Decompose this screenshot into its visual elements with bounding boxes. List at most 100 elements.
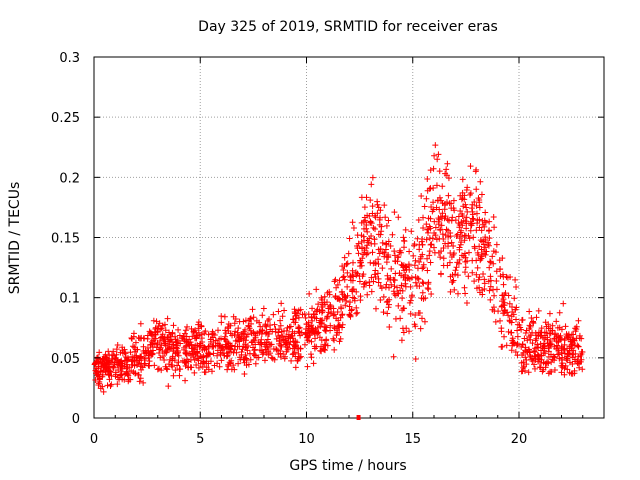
data-point [137, 375, 144, 382]
data-point [236, 318, 243, 325]
data-point [445, 192, 452, 199]
data-point [455, 213, 462, 220]
data-point [111, 352, 118, 359]
data-point [413, 282, 420, 289]
data-point [412, 312, 419, 319]
data-point [496, 266, 503, 273]
data-point [165, 383, 172, 390]
data-point [421, 318, 428, 325]
data-point [182, 327, 189, 334]
data-point [114, 374, 121, 381]
data-point [361, 237, 368, 244]
data-point [154, 366, 161, 373]
data-point [386, 323, 393, 330]
data-point [279, 333, 286, 340]
data-point [454, 272, 461, 279]
data-point [571, 337, 578, 344]
data-point [522, 354, 529, 361]
data-point [331, 278, 338, 285]
data-point [353, 304, 360, 311]
data-point [110, 348, 117, 355]
data-point [289, 332, 296, 339]
data-point [194, 332, 201, 339]
data-point [350, 273, 357, 280]
data-point [471, 199, 478, 206]
data-point [503, 342, 510, 349]
data-point [535, 307, 542, 314]
data-point [330, 305, 337, 312]
data-point [474, 264, 481, 271]
data-point [234, 329, 241, 336]
data-point [352, 269, 359, 276]
data-point [173, 344, 180, 351]
data-point [420, 264, 427, 271]
data-point [380, 293, 387, 300]
data-point [411, 242, 418, 249]
data-point [420, 225, 427, 232]
data-point [246, 325, 253, 332]
data-point [481, 276, 488, 283]
data-point [92, 376, 99, 383]
data-point [407, 310, 414, 317]
data-point [546, 310, 553, 317]
data-point [100, 388, 107, 395]
data-point [364, 250, 371, 257]
data-point [561, 341, 568, 348]
data-point [331, 311, 338, 318]
data-point [401, 267, 408, 274]
data-point [559, 354, 566, 361]
data-point [368, 288, 375, 295]
data-point [363, 251, 370, 258]
data-point [138, 353, 145, 360]
data-point [354, 309, 361, 316]
data-point [148, 331, 155, 338]
data-point [389, 231, 396, 238]
data-point [440, 262, 447, 269]
data-point [433, 182, 440, 189]
data-point [221, 352, 228, 359]
data-point [526, 322, 533, 329]
data-point [215, 327, 222, 334]
data-point [493, 241, 500, 248]
data-point [547, 341, 554, 348]
data-point [367, 197, 374, 204]
data-point [463, 214, 470, 221]
data-point [348, 306, 355, 313]
data-point [189, 345, 196, 352]
data-point [355, 250, 362, 257]
data-point [247, 315, 254, 322]
data-point [218, 357, 225, 364]
data-point [392, 315, 399, 322]
data-point [377, 214, 384, 221]
data-point [357, 293, 364, 300]
data-point [321, 324, 328, 331]
data-point [181, 358, 188, 365]
data-point [426, 223, 433, 230]
data-point [341, 276, 348, 283]
data-point [327, 327, 334, 334]
data-point [415, 276, 422, 283]
data-point [365, 239, 372, 246]
data-point [132, 339, 139, 346]
data-point [464, 184, 471, 191]
data-point [526, 333, 533, 340]
data-point [162, 327, 169, 334]
data-point [526, 352, 533, 359]
data-point [97, 369, 104, 376]
data-point [148, 338, 155, 345]
data-point [295, 324, 302, 331]
data-point [500, 281, 507, 288]
data-point [564, 366, 571, 373]
data-point [512, 349, 519, 356]
data-point [304, 363, 311, 370]
data-point [196, 343, 203, 350]
data-point [434, 156, 441, 163]
data-point [463, 300, 470, 307]
data-point [527, 323, 534, 330]
data-point [487, 273, 494, 280]
x-tick-label: 20 [511, 432, 528, 447]
data-point [427, 167, 434, 174]
data-point [321, 301, 328, 308]
data-point [151, 340, 158, 347]
data-point [473, 227, 480, 234]
